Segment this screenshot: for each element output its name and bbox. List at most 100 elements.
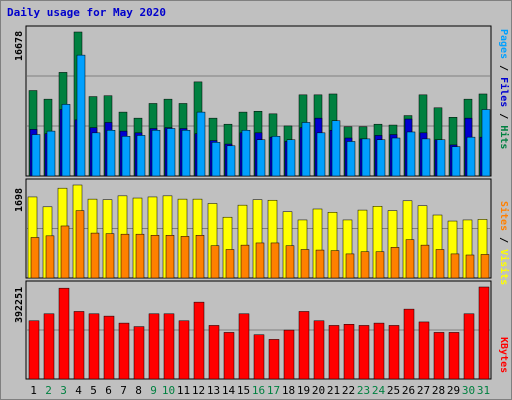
sites-bar xyxy=(330,250,340,279)
kbytes-bar xyxy=(403,308,415,380)
pages-bar xyxy=(91,132,101,177)
kbytes-bar xyxy=(358,325,370,380)
day-label: 22 xyxy=(342,384,355,397)
pages-bar xyxy=(76,54,86,177)
sites-bar xyxy=(180,236,190,279)
sites-bar xyxy=(480,254,490,279)
kbytes-bar xyxy=(373,322,385,380)
sites-bar xyxy=(465,254,475,279)
kbytes-bar xyxy=(193,301,205,380)
sites-bar xyxy=(300,249,310,279)
pages-bar xyxy=(301,122,311,177)
pages-bar xyxy=(46,130,56,177)
chart-title: Daily usage for May 2020 xyxy=(7,6,166,19)
kbytes-bar xyxy=(418,321,430,380)
day-label: 1 xyxy=(30,384,37,397)
sites-bar xyxy=(45,235,55,279)
day-label: 16 xyxy=(252,384,265,397)
pages-bar xyxy=(436,139,446,177)
pages-bar xyxy=(211,142,221,177)
sites-bar xyxy=(150,235,160,279)
kbytes-bar xyxy=(223,332,235,380)
sites-bar xyxy=(420,244,430,279)
legend-segment: / xyxy=(498,231,509,250)
sites-bar xyxy=(360,251,370,279)
pages-bar xyxy=(316,132,326,177)
sites-bar xyxy=(315,249,325,279)
day-label: 15 xyxy=(237,384,250,397)
sites-bar xyxy=(240,244,250,279)
kbytes-bar xyxy=(163,313,175,380)
sites-bar xyxy=(375,251,385,279)
visits-panel-legend: Sites / Visits xyxy=(498,201,509,285)
legend-segment: Files xyxy=(498,77,509,108)
legend-segment: Pages xyxy=(498,29,509,60)
sites-bar xyxy=(60,225,70,279)
legend-segment: Sites xyxy=(498,201,509,232)
sites-bar xyxy=(345,253,355,279)
sites-bar xyxy=(405,239,415,279)
kbytes-bar xyxy=(148,313,160,380)
kbytes-bar xyxy=(268,339,280,380)
sites-bar xyxy=(195,235,205,279)
pages-bar xyxy=(166,128,176,177)
day-label: 19 xyxy=(297,384,310,397)
sites-bar xyxy=(210,245,220,279)
kbytes-bar xyxy=(133,326,145,380)
pages-bar xyxy=(151,129,161,177)
sites-bar xyxy=(270,242,280,279)
visits-max-label: 1698 xyxy=(14,187,25,212)
day-label: 6 xyxy=(105,384,112,397)
day-label: 28 xyxy=(432,384,445,397)
kbytes-bar xyxy=(343,324,355,380)
day-label: 8 xyxy=(135,384,142,397)
kbytes-bar xyxy=(28,320,40,380)
kbytes-max-label: 392251 xyxy=(14,286,25,323)
kbytes-bar xyxy=(328,325,340,380)
pages-bar xyxy=(376,139,386,177)
day-label: 2 xyxy=(45,384,52,397)
pages-bar xyxy=(331,120,341,177)
kbytes-panel-legend: KBytes xyxy=(498,337,509,373)
day-label: 10 xyxy=(162,384,175,397)
kbytes-bar xyxy=(313,320,325,380)
day-label: 9 xyxy=(150,384,157,397)
day-label: 30 xyxy=(462,384,475,397)
kbytes-bar xyxy=(178,320,190,380)
day-label: 14 xyxy=(222,384,236,397)
sites-bar xyxy=(285,245,295,279)
pages-bar xyxy=(451,146,461,177)
sites-bar xyxy=(105,233,115,279)
pages-bar xyxy=(226,145,236,177)
sites-bar xyxy=(90,232,100,279)
kbytes-bar xyxy=(388,325,400,380)
pages-bar xyxy=(271,136,281,177)
kbytes-bar xyxy=(208,325,220,380)
legend-segment: Visits xyxy=(498,249,509,286)
kbytes-bar xyxy=(433,332,445,380)
pages-bar xyxy=(106,129,116,177)
sites-bar xyxy=(450,253,460,279)
day-label: 21 xyxy=(327,384,340,397)
pages-bar xyxy=(196,111,206,177)
day-label: 31 xyxy=(477,384,490,397)
pages-bar xyxy=(406,131,416,177)
pages-bar xyxy=(256,139,266,177)
kbytes-bar xyxy=(448,332,460,380)
sites-bar xyxy=(120,233,130,279)
day-label: 23 xyxy=(357,384,370,397)
legend-segment: Hits xyxy=(498,125,509,150)
day-label: 7 xyxy=(120,384,127,397)
sites-bar xyxy=(255,242,265,279)
legend-segment: / xyxy=(498,59,509,78)
sites-bar xyxy=(390,247,400,279)
kbytes-bar xyxy=(43,313,55,380)
pages-bar xyxy=(346,141,356,177)
kbytes-bar xyxy=(298,311,310,380)
day-label: 18 xyxy=(282,384,295,397)
kbytes-bar xyxy=(238,313,250,380)
day-label: 29 xyxy=(447,384,460,397)
day-label: 25 xyxy=(387,384,400,397)
sites-bar xyxy=(225,249,235,279)
